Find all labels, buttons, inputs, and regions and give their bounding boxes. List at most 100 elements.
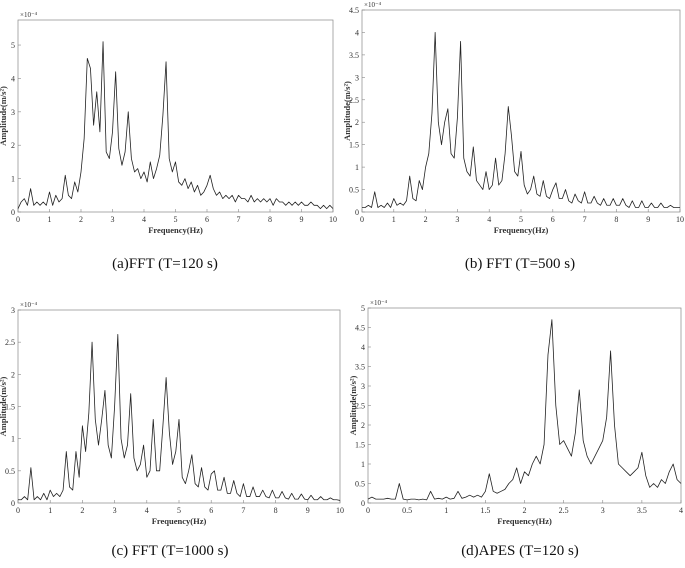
x-tick-label: 0 [16, 506, 20, 515]
x-tick-label: 1 [48, 215, 52, 224]
y-tick-label: 0 [11, 208, 15, 217]
y-axis-label: Amplitude(m/s²) [342, 81, 352, 141]
y-tick-label: 3 [11, 306, 15, 315]
y-tick-label: 1 [361, 460, 365, 469]
y-tick-label: 3 [355, 73, 359, 82]
x-tick-label: 3.5 [637, 506, 647, 515]
y-axis-label: Amplitude(m/s²) [0, 86, 8, 146]
y-tick-label: 1.5 [5, 403, 15, 412]
y-tick-label: 3 [361, 382, 365, 391]
spectrum-line [367, 319, 682, 501]
y-tick-label: 3.5 [355, 363, 365, 372]
x-tick-label: 6 [205, 215, 209, 224]
y-tick-label: 2.5 [349, 96, 359, 105]
x-tick-label: 3 [111, 215, 115, 224]
y-tick-label: 3 [11, 108, 15, 117]
y-tick-label: 0.5 [349, 186, 359, 195]
x-tick-label: 9 [300, 215, 304, 224]
y-axis-label: Amplitude(m/s²) [0, 376, 8, 436]
y-tick-label: 0.5 [355, 480, 365, 489]
x-tick-label: 7 [241, 506, 245, 515]
x-tick-label: 5 [174, 215, 178, 224]
y-tick-label: 0 [11, 499, 15, 508]
y-tick-label: 4 [355, 28, 359, 37]
y-tick-label: 4 [361, 343, 365, 352]
multiplier: ×10⁻⁴ [20, 11, 38, 19]
x-tick-label: 1 [392, 215, 396, 224]
x-tick-label: 4 [679, 506, 683, 515]
spectrum-line [17, 41, 334, 210]
x-tick-label: 6 [209, 506, 213, 515]
x-tick-label: 3 [601, 506, 605, 515]
y-tick-label: 2.5 [5, 338, 15, 347]
x-tick-label: 10 [329, 215, 337, 224]
x-tick-label: 1 [48, 506, 52, 515]
x-axis-label: Frequency(Hz) [497, 516, 552, 526]
x-tick-label: 8 [274, 506, 278, 515]
caption: (d)APES (T=120 s) [461, 543, 579, 559]
plot-area [17, 309, 341, 504]
multiplier: ×10⁻⁴ [364, 1, 382, 9]
x-tick-label: 1.5 [480, 506, 490, 515]
x-tick-label: 0.5 [402, 506, 412, 515]
x-tick-label: 7 [583, 215, 587, 224]
y-tick-label: 4.5 [349, 6, 359, 15]
y-tick-label: 4 [11, 74, 15, 83]
y-tick-label: 1.5 [355, 441, 365, 450]
caption: (b) FFT (T=500 s) [465, 256, 575, 272]
x-tick-label: 0 [16, 215, 20, 224]
multiplier: ×10⁻⁴ [20, 301, 38, 309]
plot-area [361, 9, 681, 213]
x-tick-label: 0 [360, 215, 364, 224]
x-tick-label: 9 [306, 506, 310, 515]
y-tick-label: 1 [11, 435, 15, 444]
x-axis-label: Frequency(Hz) [148, 225, 203, 235]
x-axis-label: Frequency(Hz) [494, 225, 549, 235]
x-tick-label: 0 [366, 506, 370, 515]
y-tick-label: 5 [361, 304, 365, 313]
x-tick-label: 2.5 [559, 506, 569, 515]
y-tick-label: 1 [11, 175, 15, 184]
y-tick-label: 0 [355, 208, 359, 217]
y-tick-label: 1 [355, 163, 359, 172]
x-tick-label: 5 [519, 215, 523, 224]
x-tick-label: 2 [424, 215, 428, 224]
x-tick-label: 10 [336, 506, 344, 515]
x-axis-label: Frequency(Hz) [152, 516, 207, 526]
x-tick-label: 3 [113, 506, 117, 515]
x-tick-label: 6 [551, 215, 555, 224]
y-axis-label: Amplitude(m/s²) [348, 375, 358, 435]
y-tick-label: 1.5 [349, 141, 359, 150]
y-tick-label: 2 [355, 118, 359, 127]
plot-area [367, 307, 682, 504]
y-tick-label: 2 [11, 370, 15, 379]
x-tick-label: 1 [444, 506, 448, 515]
y-tick-label: 5 [11, 41, 15, 50]
spectrum-line [18, 334, 341, 501]
caption: (c) FFT (T=1000 s) [112, 543, 229, 559]
y-tick-label: 4.5 [355, 324, 365, 333]
x-tick-label: 5 [177, 506, 181, 515]
x-tick-label: 8 [268, 215, 272, 224]
x-tick-label: 9 [646, 215, 650, 224]
x-tick-label: 4 [142, 215, 146, 224]
y-tick-label: 2 [361, 421, 365, 430]
y-tick-label: 2 [11, 141, 15, 150]
x-tick-label: 4 [145, 506, 149, 515]
y-tick-label: 0.5 [5, 467, 15, 476]
x-tick-label: 3 [455, 215, 459, 224]
y-tick-label: 0 [361, 499, 365, 508]
x-tick-label: 4 [487, 215, 491, 224]
x-tick-label: 10 [676, 215, 684, 224]
spectrum-line [362, 32, 680, 208]
x-tick-label: 8 [614, 215, 618, 224]
plot-area [17, 19, 334, 213]
x-tick-label: 2 [523, 506, 527, 515]
x-tick-label: 2 [80, 506, 84, 515]
x-tick-label: 7 [237, 215, 241, 224]
y-tick-label: 3.5 [349, 51, 359, 60]
y-tick-label: 2.5 [355, 402, 365, 411]
multiplier: ×10⁻⁴ [370, 299, 388, 307]
x-tick-label: 2 [79, 215, 83, 224]
